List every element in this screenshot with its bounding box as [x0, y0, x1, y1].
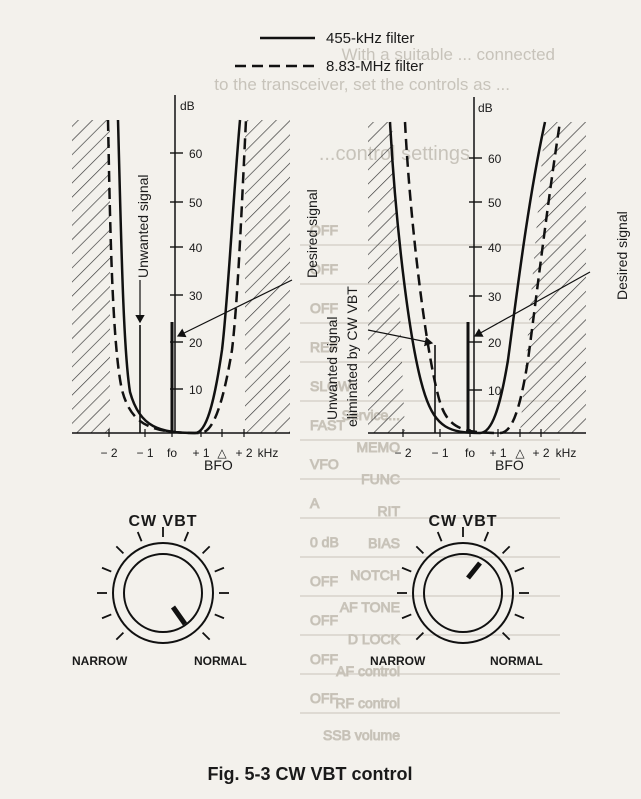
x-tick-label: + 2: [532, 446, 549, 460]
bfo-label: BFO: [495, 457, 524, 473]
knob-scale-tick: [415, 631, 425, 641]
db-ticks: 60 50 40 30 20 10: [469, 152, 502, 398]
desired-signal-arrow: [473, 271, 591, 337]
knob-scale-tick: [214, 613, 225, 620]
knob-scale: [97, 527, 229, 641]
legend-solid-label: 455-kHz filter: [326, 30, 414, 47]
x-tick-label: kHz: [556, 446, 577, 460]
knob-scale: [397, 527, 529, 641]
x-tick-label: fo: [465, 446, 475, 460]
dashed-passband: [106, 119, 248, 435]
db-tick-label: 30: [189, 289, 203, 303]
db-tick-label: 60: [189, 147, 203, 161]
x-tick-label: + 1: [489, 446, 506, 460]
knob-scale-tick: [483, 531, 490, 542]
knob-normal: CW VBT NARROW NORMAL: [72, 513, 247, 668]
knob-scale-tick: [514, 566, 525, 573]
x-tick-label: − 1: [431, 446, 448, 460]
db-unit: dB: [180, 99, 195, 113]
knob-scale-tick: [514, 613, 525, 620]
knob-scale-tick: [136, 531, 143, 542]
desired-signal-label: Desired signal: [614, 211, 630, 300]
stopband-hatch-left: [72, 120, 110, 433]
knob-title: CW VBT: [128, 513, 197, 530]
knob-pointer: [170, 605, 188, 626]
knob-scale-tick: [436, 531, 443, 542]
knob-body: [123, 553, 203, 633]
figure-caption: Fig. 5-3 CW VBT control: [208, 764, 413, 784]
x-tick-label: △: [217, 446, 227, 460]
unwanted-signal-label: Unwanted signal: [135, 174, 151, 278]
knob-scale-tick: [401, 613, 412, 620]
stopband-hatch-right: [520, 122, 586, 433]
knob-pointer: [466, 561, 482, 580]
db-tick-label: 30: [488, 290, 502, 304]
x-tick-label: − 2: [394, 446, 411, 460]
x-ticks: − 2 − 1 fo + 1 △ + 2 kHz: [100, 429, 278, 460]
db-tick-label: 60: [488, 152, 502, 166]
desired-signal-label: Desired signal: [304, 189, 320, 278]
db-tick-label: 20: [189, 336, 203, 350]
knob-scale-tick: [201, 631, 211, 641]
knob-scale-tick: [415, 545, 425, 555]
knob-scale-tick: [101, 613, 112, 620]
knob-scale-tick: [201, 545, 211, 555]
x-tick-label: + 1: [192, 446, 209, 460]
knob-scale-tick: [101, 566, 112, 573]
db-ticks: 60 50 40 30 20 10: [170, 147, 203, 397]
x-tick-label: kHz: [258, 446, 279, 460]
db-tick-label: 20: [488, 336, 502, 350]
narrow-label: NARROW: [72, 654, 128, 668]
knob-scale-tick: [401, 566, 412, 573]
knob-scale-tick: [501, 545, 511, 555]
x-tick-label: + 2: [235, 446, 252, 460]
graph-normal: dB 60 50 40 30 20 10 − 2 − 1 fo + 1 △ + 2 kHz BFO U…: [72, 95, 320, 473]
x-tick-label: − 2: [100, 446, 117, 460]
legend-dashed-label: 8.83-MHz filter: [326, 58, 424, 75]
unwanted-signal-label-line1: Unwanted signal: [324, 316, 340, 420]
desired-signal-arrow: [176, 279, 293, 338]
knob-scale-tick: [115, 631, 125, 641]
solid-passband: [388, 121, 547, 435]
bfo-label: BFO: [204, 457, 233, 473]
db-tick-label: 50: [189, 196, 203, 210]
knob-outer-ring: [112, 542, 214, 644]
db-tick-label: 10: [189, 383, 203, 397]
solid-passband: [116, 119, 242, 435]
x-ticks: − 2 − 1 fo + 1 △ + 2 kHz: [394, 429, 576, 460]
normal-label: NORMAL: [194, 654, 247, 668]
normal-label: NORMAL: [490, 654, 543, 668]
knob-outer-ring: [412, 542, 514, 644]
knob-vbt-active: CW VBT NARROW NORMAL: [370, 513, 543, 668]
stopband-hatch-right: [245, 120, 290, 433]
knob-title: CW VBT: [428, 513, 497, 530]
knob-scale-tick: [183, 531, 190, 542]
stopband-hatch-left: [368, 122, 405, 433]
db-tick-label: 40: [189, 241, 203, 255]
knob-scale-tick: [501, 631, 511, 641]
knob-scale-tick: [214, 566, 225, 573]
db-tick-label: 40: [488, 241, 502, 255]
legend: 455-kHz filter 8.83-MHz filter: [235, 30, 424, 75]
knob-scale-tick: [115, 545, 125, 555]
x-tick-label: fo: [167, 446, 177, 460]
x-tick-label: △: [515, 446, 525, 460]
db-tick-label: 10: [488, 384, 502, 398]
db-unit: dB: [478, 101, 493, 115]
narrow-label: NARROW: [370, 654, 426, 668]
dashed-passband: [403, 121, 562, 435]
db-tick-label: 50: [488, 196, 502, 210]
x-tick-label: − 1: [136, 446, 153, 460]
unwanted-signal-label-line2: eliminated by CW VBT: [344, 286, 360, 427]
unwanted-signal-arrow: [367, 329, 434, 347]
graph-vbt: dB 60 50 40 30 20 10 − 2 − 1 fo + 1 △ + 2 kHz BFO U…: [324, 97, 630, 473]
knob-body: [423, 553, 503, 633]
